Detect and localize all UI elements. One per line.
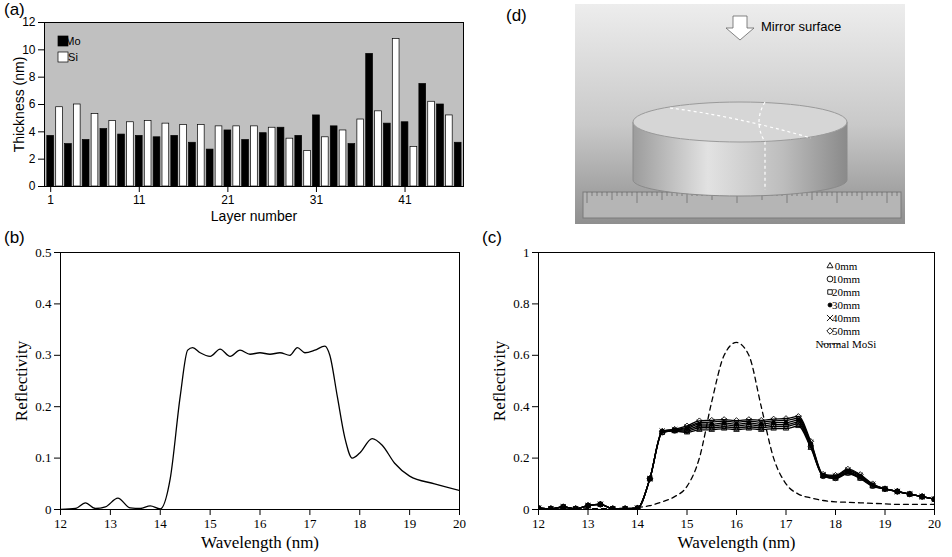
svg-text:0.2: 0.2 — [513, 450, 529, 465]
svg-text:1: 1 — [523, 245, 530, 260]
svg-text:16: 16 — [730, 516, 744, 531]
html-text:(d): (d) — [506, 6, 527, 25]
svg-text:14: 14 — [631, 516, 645, 531]
svg-text:0: 0 — [45, 502, 52, 517]
svg-text:17: 17 — [780, 516, 794, 531]
svg-text:15: 15 — [204, 516, 217, 531]
svg-text:15: 15 — [681, 516, 694, 531]
svg-text:50mm: 50mm — [832, 325, 861, 337]
svg-text:2: 2 — [29, 152, 36, 166]
svg-text:0.4: 0.4 — [35, 296, 52, 311]
svg-text:0: 0 — [29, 179, 36, 193]
svg-text:Normal MoSi: Normal MoSi — [816, 338, 877, 350]
svg-text:20: 20 — [453, 516, 466, 531]
svg-text:0.1: 0.1 — [35, 450, 51, 465]
svg-text:20: 20 — [928, 516, 941, 531]
svg-text:14: 14 — [154, 516, 168, 531]
svg-text:Reflectivity: Reflectivity — [490, 340, 509, 421]
svg-text:Mo: Mo — [65, 35, 80, 47]
svg-text:12: 12 — [532, 516, 545, 531]
svg-text:0.6: 0.6 — [513, 347, 530, 362]
svg-text:13: 13 — [104, 516, 117, 531]
svg-text:Mirror surface: Mirror surface — [761, 19, 841, 34]
svg-text:19: 19 — [403, 516, 416, 531]
svg-text:4: 4 — [29, 125, 36, 139]
svg-text:0: 0 — [523, 502, 530, 517]
svg-text:Wavelength (nm): Wavelength (nm) — [201, 533, 319, 552]
svg-text:10: 10 — [22, 43, 36, 57]
svg-text:Wavelength (nm): Wavelength (nm) — [677, 533, 795, 552]
svg-text:30mm: 30mm — [832, 299, 861, 311]
svg-text:0.2: 0.2 — [35, 399, 51, 414]
svg-text:0.4: 0.4 — [513, 399, 530, 414]
svg-text:Thickness (nm): Thickness (nm) — [11, 57, 27, 153]
svg-text:0.5: 0.5 — [35, 245, 51, 260]
svg-text:6: 6 — [29, 97, 36, 111]
svg-text:10mm: 10mm — [832, 273, 861, 285]
svg-text:1: 1 — [47, 193, 54, 207]
svg-text:8: 8 — [29, 70, 36, 84]
svg-text:40mm: 40mm — [832, 312, 861, 324]
svg-text:18: 18 — [829, 516, 842, 531]
svg-text:12: 12 — [54, 516, 67, 531]
html-text:(c): (c) — [482, 228, 502, 247]
svg-text:Si: Si — [68, 51, 78, 63]
svg-text:0.8: 0.8 — [513, 296, 529, 311]
svg-text:19: 19 — [879, 516, 892, 531]
html-text:(a): (a) — [4, 0, 25, 19]
svg-text:20mm: 20mm — [832, 286, 861, 298]
svg-text:11: 11 — [133, 193, 146, 207]
svg-text:16: 16 — [254, 516, 268, 531]
svg-text:0mm: 0mm — [835, 260, 858, 272]
html-text:(b): (b) — [4, 228, 25, 247]
svg-text:31: 31 — [310, 193, 324, 207]
svg-text:21: 21 — [221, 193, 235, 207]
svg-text:17: 17 — [303, 516, 317, 531]
svg-text:13: 13 — [582, 516, 595, 531]
svg-text:18: 18 — [353, 516, 366, 531]
svg-text:0.3: 0.3 — [35, 347, 51, 362]
svg-text:41: 41 — [398, 193, 412, 207]
svg-text:12: 12 — [22, 15, 36, 30]
svg-text:Layer number: Layer number — [211, 208, 298, 224]
svg-text:Reflectivity: Reflectivity — [12, 340, 31, 421]
